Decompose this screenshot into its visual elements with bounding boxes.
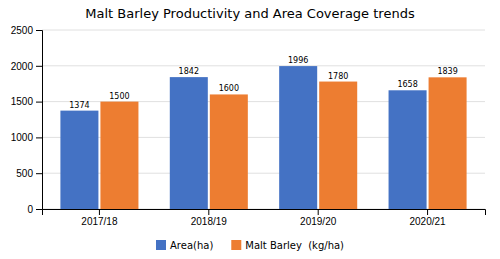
bar [319,82,357,209]
y-tick: 0 [27,204,42,215]
y-tick-mark [36,137,42,138]
title: Malt Barley Productivity and Area Covera… [85,6,415,21]
y-tick-mark [36,102,42,103]
data-labels: 1374 1842 1996 1658 1500 1600 1780 1839 [69,56,458,110]
data-label: 1500 [109,92,129,101]
y-tick-mark [36,30,42,31]
x-tick-mark [318,209,319,215]
x-tick: 2018/19 [191,209,228,227]
x-tick-label: 2017/18 [81,216,118,227]
chart: 137418421996165815001600178018392017/182… [0,0,500,259]
y-tick: 500 [16,168,42,179]
y-tick-label: 2000 [11,61,34,72]
legend-label: Area(ha) [170,240,213,251]
bar [389,90,427,209]
y-tick-label: 0 [27,204,33,215]
series [60,66,426,209]
bars [60,66,466,209]
x-tick: 2020/21 [409,209,446,227]
bar [429,77,467,209]
x-tick-label: 2019/20 [300,216,337,227]
x-axis-line [43,210,486,216]
y-tick: 2000 [11,61,42,72]
bar [60,111,98,209]
data-label: 1600 [219,84,239,93]
x-tick: 2017/18 [81,209,118,227]
plot: 137418421996165815001600178018392017/182… [11,25,486,227]
y-tick-label: 500 [16,168,33,179]
data-label: 1374 [69,101,89,110]
bar [100,102,138,209]
y-tick-label: 1500 [11,96,34,107]
y-tick-mark [36,209,42,210]
data-label: 1842 [179,67,199,76]
bar [279,66,317,209]
data-label: 1996 [288,56,308,65]
y-tick-label: 1000 [11,132,34,143]
y-tick-mark [36,66,42,67]
y-tick-mark [36,173,42,174]
x-tick-label: 2018/19 [191,216,228,227]
x-tick: 2019/20 [300,209,337,227]
x-tick-mark [427,209,428,215]
y-tick: 1000 [11,132,42,143]
data-label: 1780 [328,72,348,81]
y-axis-line [36,31,43,210]
data-label: 1658 [397,80,417,89]
y-tick: 2500 [11,25,42,36]
legend-label: Malt Barley (kg/ha) [245,240,344,251]
grid-line [42,30,485,31]
grid-line [42,65,485,66]
legend-swatch [231,240,241,250]
legend-item: Area(ha) [156,240,213,251]
x-tick-label: 2020/21 [409,216,446,227]
x-axis: 2017/18 2018/19 2019/20 2020/21 [43,209,486,227]
legend-swatch [156,240,166,250]
legend: Area(ha) Malt Barley (kg/ha) [156,240,344,251]
grid [42,30,485,209]
series [100,77,466,209]
data-label: 1839 [437,67,457,76]
x-tick-mark [99,209,100,215]
bar [170,77,208,209]
x-tick-mark [208,209,209,215]
y-tick: 1500 [11,96,42,107]
y-tick-label: 2500 [11,25,34,36]
y-axis: 0 500 1000 1500 2000 2500 [11,25,43,215]
bar [210,94,248,209]
legend-item: Malt Barley (kg/ha) [231,240,344,251]
